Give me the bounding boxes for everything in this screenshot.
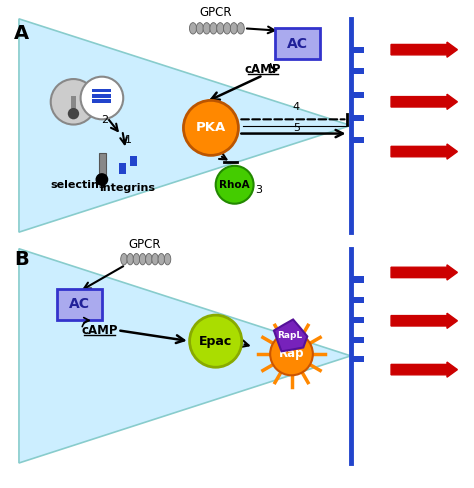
Circle shape bbox=[96, 174, 108, 185]
Ellipse shape bbox=[196, 22, 203, 34]
Bar bbox=[99, 153, 106, 175]
FancyArrow shape bbox=[391, 265, 457, 280]
Bar bbox=[353, 115, 364, 122]
Text: A: A bbox=[14, 23, 29, 42]
Bar bbox=[353, 137, 364, 143]
Polygon shape bbox=[274, 320, 307, 351]
Text: 5: 5 bbox=[293, 123, 300, 133]
Text: cAMP: cAMP bbox=[81, 324, 118, 337]
Text: cAMP: cAMP bbox=[245, 63, 282, 76]
Bar bbox=[130, 156, 137, 166]
Bar bbox=[353, 46, 364, 53]
FancyArrow shape bbox=[391, 313, 457, 328]
Ellipse shape bbox=[133, 253, 140, 265]
Bar bbox=[353, 337, 364, 343]
Bar bbox=[119, 163, 126, 174]
Circle shape bbox=[216, 166, 254, 203]
Ellipse shape bbox=[203, 22, 210, 34]
FancyArrow shape bbox=[391, 94, 457, 109]
Text: RapL: RapL bbox=[277, 330, 303, 340]
Circle shape bbox=[270, 333, 313, 375]
Ellipse shape bbox=[139, 253, 146, 265]
Text: selectins: selectins bbox=[50, 180, 106, 190]
Ellipse shape bbox=[217, 22, 224, 34]
Ellipse shape bbox=[121, 253, 127, 265]
Ellipse shape bbox=[230, 22, 237, 34]
Text: B: B bbox=[14, 250, 29, 269]
Text: Epac: Epac bbox=[199, 335, 232, 347]
Circle shape bbox=[68, 108, 79, 120]
FancyArrow shape bbox=[391, 144, 457, 159]
Ellipse shape bbox=[152, 253, 158, 265]
Text: Rap: Rap bbox=[279, 347, 304, 361]
Ellipse shape bbox=[224, 22, 231, 34]
Polygon shape bbox=[19, 249, 351, 463]
Bar bbox=[92, 94, 111, 98]
Ellipse shape bbox=[237, 22, 244, 34]
Bar bbox=[92, 100, 111, 103]
Ellipse shape bbox=[127, 253, 134, 265]
Ellipse shape bbox=[210, 22, 217, 34]
Bar bbox=[71, 96, 76, 114]
Bar bbox=[92, 89, 111, 92]
Text: 2: 2 bbox=[101, 115, 108, 125]
Bar bbox=[353, 297, 364, 303]
Ellipse shape bbox=[164, 253, 171, 265]
FancyArrow shape bbox=[391, 362, 457, 377]
Circle shape bbox=[183, 101, 238, 155]
Bar bbox=[353, 68, 364, 74]
Ellipse shape bbox=[146, 253, 152, 265]
Circle shape bbox=[81, 77, 123, 120]
Bar bbox=[353, 92, 364, 98]
FancyArrow shape bbox=[391, 42, 457, 57]
Ellipse shape bbox=[190, 22, 197, 34]
Text: 4: 4 bbox=[292, 102, 300, 112]
Text: RhoA: RhoA bbox=[219, 180, 250, 190]
Text: AC: AC bbox=[287, 37, 308, 51]
FancyBboxPatch shape bbox=[275, 28, 320, 59]
Text: GPCR: GPCR bbox=[128, 238, 161, 251]
Text: PKA: PKA bbox=[196, 122, 226, 134]
Polygon shape bbox=[19, 19, 351, 232]
FancyBboxPatch shape bbox=[57, 289, 102, 320]
Text: AC: AC bbox=[69, 297, 90, 311]
Bar bbox=[353, 277, 364, 283]
Bar bbox=[353, 317, 364, 323]
Text: 3: 3 bbox=[255, 185, 262, 195]
Text: integrins: integrins bbox=[99, 183, 155, 193]
Ellipse shape bbox=[158, 253, 164, 265]
Circle shape bbox=[51, 79, 96, 124]
Bar bbox=[353, 356, 364, 362]
Text: 1: 1 bbox=[125, 135, 132, 145]
Circle shape bbox=[190, 315, 242, 367]
Text: GPCR: GPCR bbox=[200, 6, 232, 20]
